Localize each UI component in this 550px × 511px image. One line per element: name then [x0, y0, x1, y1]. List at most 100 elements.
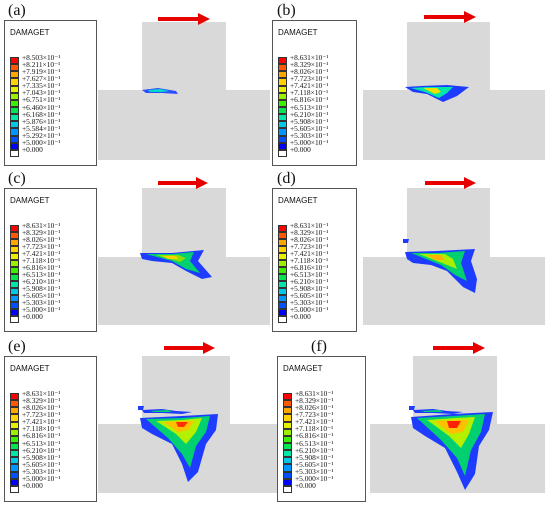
legend-value: +5.292×10⁻¹ — [22, 131, 61, 141]
legend-swatch — [10, 78, 19, 86]
load-arrow-shaft — [158, 17, 200, 21]
legend-swatch — [278, 302, 287, 309]
legend-value: +7.118×10⁻¹ — [290, 88, 329, 98]
legend-value: +5.908×10⁻¹ — [290, 116, 329, 126]
legend-value: +6.816×10⁻¹ — [290, 95, 329, 105]
legend-value: +7.421×10⁻¹ — [22, 417, 61, 427]
load-arrow-shaft — [424, 15, 466, 19]
legend-swatch — [10, 435, 19, 443]
legend-value: +7.118×10⁻¹ — [22, 424, 61, 434]
legend-value: +0.000 — [290, 145, 311, 155]
legend-swatch — [10, 428, 19, 436]
legend-swatch — [283, 450, 292, 458]
legend-swatch — [10, 107, 19, 115]
legend-a: DAMAGET +8.503×10⁻¹ +8.211×10⁻¹ +7.919×10⁻¹… — [4, 20, 97, 166]
legend-swatch — [10, 302, 19, 309]
damage-band — [419, 254, 457, 269]
legend-swatch — [278, 92, 287, 100]
legend-swatch — [283, 471, 292, 479]
damage-contour — [138, 406, 218, 482]
damage-band — [176, 422, 188, 427]
legend-value: +8.026×10⁻¹ — [290, 234, 329, 244]
legend-value: +5.303×10⁻¹ — [22, 297, 61, 307]
legend-value: +6.816×10⁻¹ — [295, 431, 334, 441]
legend-title: DAMAGET — [10, 364, 50, 373]
legend-swatch — [278, 149, 287, 157]
legend-value: +8.026×10⁻¹ — [290, 66, 329, 76]
legend-value: +5.303×10⁻¹ — [295, 467, 334, 477]
legend-value: +5.000×10⁻¹ — [22, 138, 61, 148]
legend-swatch — [10, 421, 19, 429]
legend-value: +6.460×10⁻¹ — [22, 102, 61, 112]
legend-value: +7.421×10⁻¹ — [22, 248, 61, 258]
legend-value: +5.303×10⁻¹ — [290, 131, 329, 141]
legend-swatch — [283, 443, 292, 451]
legend-value: +5.908×10⁻¹ — [22, 283, 61, 293]
legend-swatch — [10, 464, 19, 472]
legend-swatch — [278, 142, 287, 150]
legend-value: +7.118×10⁻¹ — [22, 255, 61, 265]
legend-value: +5.908×10⁻¹ — [290, 283, 329, 293]
damage-contour — [405, 85, 469, 102]
legend-swatch — [278, 64, 287, 72]
legend-swatch — [278, 114, 287, 122]
legend-swatch — [10, 393, 19, 401]
legend-swatch — [278, 57, 287, 65]
legend-swatch — [10, 414, 19, 422]
legend-value: +5.605×10⁻¹ — [290, 123, 329, 133]
legend-value: +6.816×10⁻¹ — [22, 262, 61, 272]
legend-swatch — [10, 85, 19, 93]
load-arrow-shaft — [158, 181, 198, 185]
legend-swatch — [10, 267, 19, 274]
damage-band — [427, 255, 445, 260]
legend-swatch — [10, 478, 19, 486]
legend-swatch — [278, 107, 287, 115]
legend-value: +8.329×10⁻¹ — [295, 395, 334, 405]
damage-fragment — [409, 406, 415, 410]
legend-value: +6.751×10⁻¹ — [22, 95, 61, 105]
legend-swatch — [10, 485, 19, 493]
legend-value: +6.513×10⁻¹ — [290, 269, 329, 279]
legend-swatch — [10, 135, 19, 143]
legend-value: +5.000×10⁻¹ — [290, 304, 329, 314]
legend-title: DAMAGET — [278, 196, 318, 205]
legend-value: +0.000 — [22, 145, 43, 155]
damage-band — [146, 252, 200, 273]
legend-value: +6.513×10⁻¹ — [295, 438, 334, 448]
damage-band — [140, 250, 212, 279]
legend-swatch — [278, 260, 287, 267]
legend-swatch — [10, 260, 19, 267]
upper-block — [142, 22, 226, 91]
legend-value: +5.605×10⁻¹ — [22, 459, 61, 469]
damage-contour — [140, 250, 212, 279]
legend-swatch — [278, 99, 287, 107]
legend-value: +6.513×10⁻¹ — [22, 269, 61, 279]
legend-value: +8.329×10⁻¹ — [22, 227, 61, 237]
legend-value: +8.631×10⁻¹ — [290, 52, 329, 62]
load-arrow-shaft — [425, 181, 466, 185]
legend-value: +6.513×10⁻¹ — [290, 102, 329, 112]
base-block — [363, 90, 545, 160]
legend-value: +8.026×10⁻¹ — [295, 402, 334, 412]
legend-swatch — [278, 128, 287, 136]
legend-swatch — [283, 407, 292, 415]
legend-swatch — [10, 239, 19, 246]
legend-value: +5.605×10⁻¹ — [22, 290, 61, 300]
legend-swatch — [10, 121, 19, 129]
legend-value: +6.168×10⁻¹ — [22, 109, 61, 119]
load-arrow-head — [464, 11, 476, 23]
legend-swatch — [278, 225, 287, 232]
legend-swatch — [10, 92, 19, 100]
legend-value: +5.605×10⁻¹ — [295, 459, 334, 469]
load-arrow-head — [196, 177, 208, 189]
legend-value: +6.210×10⁻¹ — [295, 445, 334, 455]
legend-value: +5.000×10⁻¹ — [22, 474, 61, 484]
load-arrow-shaft — [433, 346, 475, 350]
legend-swatch — [278, 71, 287, 79]
legend-swatch — [10, 114, 19, 122]
legend-b: DAMAGET +8.631×10⁻¹ +8.329×10⁻¹ +8.026×10⁻¹… — [272, 20, 357, 166]
legend-swatch — [278, 239, 287, 246]
legend-value: +6.210×10⁻¹ — [22, 445, 61, 455]
legend-swatch — [278, 288, 287, 295]
legend-value: +8.211×10⁻¹ — [22, 59, 61, 69]
